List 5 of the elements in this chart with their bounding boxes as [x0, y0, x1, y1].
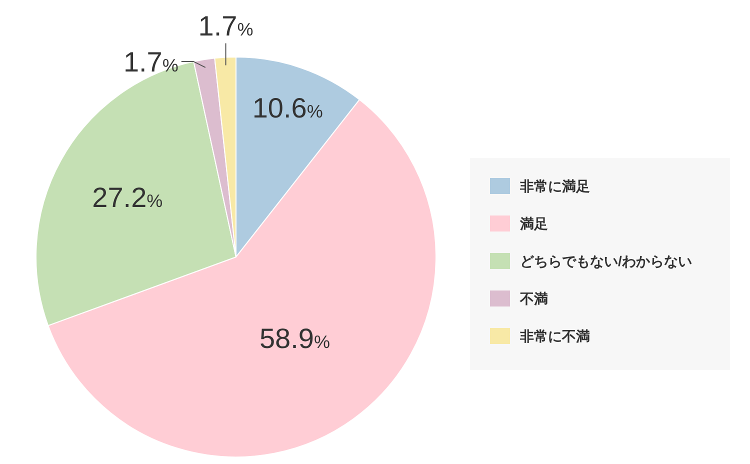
legend-label: 不満 — [519, 290, 548, 306]
legend-label: どちらでもない/わからない — [520, 253, 692, 269]
legend-label: 非常に満足 — [519, 178, 590, 194]
legend-label: 非常に不満 — [519, 328, 590, 344]
legend-label: 満足 — [519, 216, 548, 232]
